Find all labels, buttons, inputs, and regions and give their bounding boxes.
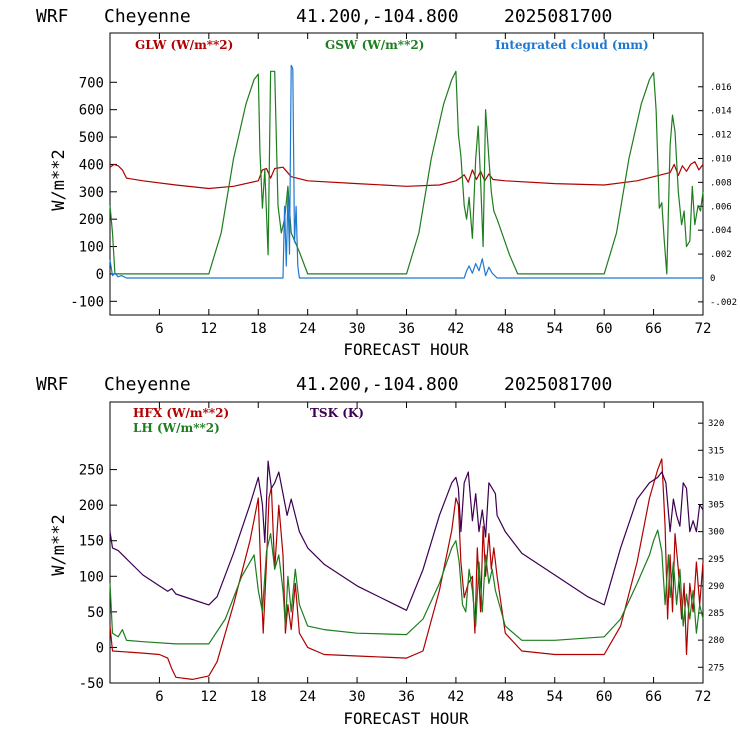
x-tick-label: 12 bbox=[200, 689, 217, 705]
legend-cloud: Integrated cloud (mm) bbox=[495, 38, 649, 52]
right-tick-label: 300 bbox=[708, 528, 724, 538]
panel-2-header: WRF Cheyenne 41.200,-104.800 2025081700 bbox=[36, 374, 612, 395]
y-tick-label: 150 bbox=[79, 534, 104, 550]
right-tick-label: 310 bbox=[708, 473, 724, 483]
right-tick-label: 315 bbox=[708, 446, 724, 456]
right-tick-label: 285 bbox=[708, 609, 724, 619]
header-init-time-2: 2025081700 bbox=[504, 374, 612, 395]
right-tick-label: .012 bbox=[710, 131, 732, 141]
x-axis-label-1: FORECAST HOUR bbox=[343, 340, 469, 359]
series-line-integrated bbox=[109, 64, 703, 279]
series-lines-2 bbox=[109, 458, 704, 681]
legend-1: GLW (W/m**2) GSW (W/m**2) Integrated clo… bbox=[135, 38, 649, 52]
y-axis-left-2: -50 0 50 100 150 200 250 bbox=[79, 463, 117, 692]
x-tick-label: 72 bbox=[695, 321, 712, 337]
x-tick-label: 48 bbox=[497, 689, 514, 705]
y-tick-label: 400 bbox=[79, 157, 104, 173]
x-tick-label: 36 bbox=[398, 321, 415, 337]
right-tick-label: 0 bbox=[710, 274, 715, 284]
y-tick-label: 250 bbox=[79, 463, 104, 479]
series-line-lh bbox=[109, 529, 704, 645]
y-tick-label: -50 bbox=[79, 676, 104, 692]
header-init-time: 2025081700 bbox=[504, 6, 612, 27]
header-coords: 41.200,-104.800 bbox=[296, 6, 459, 27]
y-tick-label: 300 bbox=[79, 185, 104, 201]
y-axis-right-2: 275 280 285 290 295 300 305 310 315 320 bbox=[698, 419, 724, 673]
x-tick-label: 12 bbox=[200, 321, 217, 337]
x-tick-label: 42 bbox=[447, 321, 464, 337]
header-site: Cheyenne bbox=[104, 6, 191, 27]
legend-tsk: TSK (K) bbox=[310, 406, 364, 420]
right-tick-label: 275 bbox=[708, 663, 724, 673]
right-tick-label: -.002 bbox=[710, 298, 737, 308]
x-tick-label: 54 bbox=[546, 689, 563, 705]
y-axis-right-1: -.002 0 .002 .004 .006 .008 .010 .012 .014 .016 bbox=[698, 83, 737, 308]
right-tick-label: 305 bbox=[708, 501, 724, 511]
y-tick-label: 600 bbox=[79, 103, 104, 119]
legend-lh: LH (W/m**2) bbox=[133, 421, 220, 435]
series-lines-1 bbox=[109, 64, 704, 279]
header-site-2: Cheyenne bbox=[104, 374, 191, 395]
header-coords-2: 41.200,-104.800 bbox=[296, 374, 459, 395]
right-tick-label: .002 bbox=[710, 250, 732, 260]
panel-1-header: WRF Cheyenne 41.200,-104.800 2025081700 bbox=[36, 6, 612, 27]
x-tick-label: 60 bbox=[596, 689, 613, 705]
y-tick-label: 200 bbox=[79, 498, 104, 514]
x-tick-label: 30 bbox=[349, 689, 366, 705]
y-tick-label: 50 bbox=[87, 605, 104, 621]
right-tick-label: 320 bbox=[708, 419, 724, 429]
legend-2: HFX (W/m**2) LH (W/m**2) TSK (K) bbox=[133, 406, 364, 435]
y-tick-label: 100 bbox=[79, 569, 104, 585]
right-tick-label: 290 bbox=[708, 582, 724, 592]
right-tick-label: 280 bbox=[708, 636, 724, 646]
series-line-hfx bbox=[109, 458, 704, 681]
x-tick-label: 18 bbox=[250, 321, 267, 337]
legend-hfx: HFX (W/m**2) bbox=[133, 406, 229, 420]
y-axis-left-1: -100 0 100 200 300 400 500 600 700 bbox=[70, 75, 117, 310]
y-tick-label: 500 bbox=[79, 130, 104, 146]
y-tick-label: 200 bbox=[79, 212, 104, 228]
x-tick-label: 6 bbox=[155, 321, 163, 337]
series-line-gsw bbox=[109, 70, 704, 275]
header-model-2: WRF bbox=[36, 374, 69, 395]
right-tick-label: .006 bbox=[710, 202, 732, 212]
series-line-glw bbox=[109, 161, 704, 190]
x-tick-label: 36 bbox=[398, 689, 415, 705]
series-line-tsk bbox=[109, 460, 704, 611]
y-tick-label: 0 bbox=[96, 640, 104, 656]
legend-gsw: GSW (W/m**2) bbox=[325, 38, 424, 52]
x-tick-label: 48 bbox=[497, 321, 514, 337]
x-axis-2: 6 12 18 24 30 36 42 48 54 60 66 72 bbox=[155, 402, 711, 705]
x-tick-label: 30 bbox=[349, 321, 366, 337]
right-tick-label: .004 bbox=[710, 226, 732, 236]
y-tick-label: 700 bbox=[79, 75, 104, 91]
x-tick-label: 18 bbox=[250, 689, 267, 705]
x-tick-label: 54 bbox=[546, 321, 563, 337]
x-tick-label: 60 bbox=[596, 321, 613, 337]
right-tick-label: .008 bbox=[710, 178, 732, 188]
x-axis-label-2: FORECAST HOUR bbox=[343, 709, 469, 728]
y-tick-label: 0 bbox=[96, 267, 104, 283]
x-tick-label: 6 bbox=[155, 689, 163, 705]
right-tick-label: .014 bbox=[710, 107, 732, 117]
x-tick-label: 24 bbox=[299, 321, 316, 337]
right-tick-label: 295 bbox=[708, 555, 724, 565]
x-tick-label: 66 bbox=[645, 689, 662, 705]
legend-glw: GLW (W/m**2) bbox=[135, 38, 233, 52]
header-model: WRF bbox=[36, 6, 69, 27]
right-tick-label: .016 bbox=[710, 83, 732, 93]
x-tick-label: 72 bbox=[695, 689, 712, 705]
x-tick-label: 42 bbox=[447, 689, 464, 705]
y-axis-label-2: W/m**2 bbox=[49, 514, 69, 575]
x-tick-label: 24 bbox=[299, 689, 316, 705]
y-tick-label: 100 bbox=[79, 240, 104, 256]
x-tick-label: 66 bbox=[645, 321, 662, 337]
y-tick-label: -100 bbox=[70, 294, 104, 310]
plot-frame-2 bbox=[109, 401, 704, 684]
x-axis-1: 6 12 18 24 30 36 42 48 54 60 66 72 bbox=[155, 33, 711, 337]
right-tick-label: .010 bbox=[710, 154, 732, 164]
y-axis-label-1: W/m**2 bbox=[49, 149, 69, 210]
